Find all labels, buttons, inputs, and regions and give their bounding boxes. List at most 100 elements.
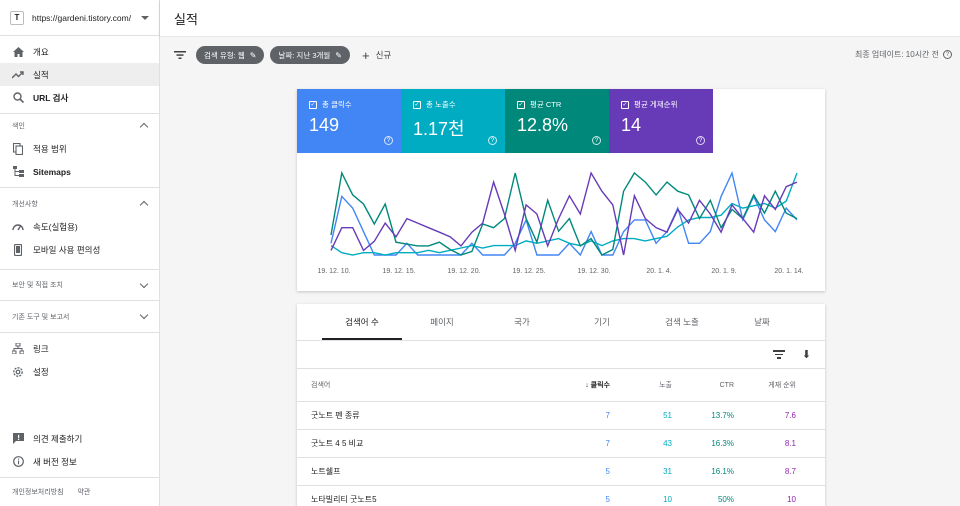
cell-clicks: 5 [605,495,610,504]
series-line-3 [330,171,798,256]
sidebar-item-label: 설정 [33,366,49,377]
checkbox-icon[interactable]: ✓ [413,100,421,109]
table-row[interactable]: 굿노트 4 5 비교 7 43 16.3% 8.1 [297,430,825,458]
section-index-header[interactable]: 색인 [0,114,159,137]
trending-up-icon [12,69,24,81]
search-type-chip-label: 검색 유형: 웹 [204,50,245,60]
tab-5[interactable]: 날짜 [754,317,770,327]
terms-link[interactable]: 약관 [77,489,91,496]
metric-label-row: ✓ 평균 게재순위 [621,99,701,110]
checkbox-icon[interactable]: ✓ [309,100,317,109]
col-clicks[interactable]: ↓ 클릭수 [557,380,610,390]
metric-tile[interactable]: ✓ 총 클릭수 149? [297,89,401,153]
sidebar-item-speed[interactable]: 속도(실험용) [0,215,159,238]
tab-4[interactable]: 검색 노출 [665,317,699,327]
table-row[interactable]: 굿노트 펜 종류 7 51 13.7% 7.6 [297,402,825,430]
sidebar-item-label: 새 버전 정보 [33,456,77,467]
x-tick-label: 19. 12. 15. [382,268,415,275]
section-legacy-title: 기존 도구 및 보고서 [12,313,70,321]
gear-icon [12,366,24,378]
sidebar-item-label: 링크 [33,343,49,354]
cell-query: 노타빌리티 굿노트5 [311,495,377,504]
tab-2[interactable]: 국가 [514,317,530,327]
filter-icon[interactable] [174,50,186,60]
table-header: 검색어 ↓ 클릭수 노출 CTR 게재 순위 [297,369,825,402]
tab-0[interactable]: 검색어 수 [322,304,402,340]
x-tick-label: 19. 12. 30. [577,268,610,275]
table-row[interactable]: 노타빌리티 굿노트5 5 10 50% 10 [297,486,825,506]
table-filter-icon[interactable] [773,350,785,361]
new-filter-label: 신규 [375,50,392,60]
metric-label: 총 클릭수 [322,100,352,109]
table-body: 굿노트 펜 종류 7 51 13.7% 7.6 굿노트 4 5 비교 7 43 16.3% 8.1… [297,402,825,506]
sidebar-item-label: 실적 [33,69,49,80]
last-updated-text: 최종 업데이트: 10시간 전 [854,50,939,59]
x-tick-label: 20. 1. 14. [774,268,803,275]
cell-impressions: 43 [663,439,672,448]
chevron-down-icon [141,15,149,20]
cell-ctr: 16.3% [711,439,734,448]
table-row[interactable]: 노트쉘프 5 31 16.1% 8.7 [297,458,825,486]
privacy-link[interactable]: 개인정보처리방침 [12,489,64,496]
links-icon [12,343,24,355]
main-content: ✓ 총 클릭수 149? ✓ 총 노출수 1.17천? ✓ 평균 CTR 12.8%? ✓ 평균 게… [160,73,960,506]
sidebar-item-links[interactable]: 링크 [0,337,159,360]
pencil-icon: ✎ [249,50,257,60]
new-filter-button[interactable]: + 신규 [362,48,391,63]
metric-tile[interactable]: ✓ 총 노출수 1.17천? [401,89,505,153]
chevron-up-icon [139,122,149,132]
sidebar-item-home[interactable]: 개요 [0,40,159,63]
chart-svg: 19. 12. 10. 19. 12. 15. 19. 12. 20. 19. 12.… [317,170,804,275]
date-range-chip[interactable]: 날짜: 지난 3개월 ✎ [270,46,350,64]
sidebar-item-gear[interactable]: 설정 [0,360,159,383]
help-icon[interactable]: ? [488,136,497,145]
help-icon[interactable]: ? [943,50,952,59]
help-icon[interactable]: ? [592,136,601,145]
phone-icon [12,243,24,256]
sidebar-item-label: 적용 범위 [33,143,67,154]
download-icon[interactable]: ⬇ [801,349,811,361]
section-enhancements-title: 개선사항 [12,200,38,208]
metric-label: 평균 CTR [530,100,562,109]
help-icon[interactable]: ? [696,136,705,145]
cell-query: 굿노트 4 5 비교 [311,439,364,448]
last-updated: 최종 업데이트: 10시간 전 ? [855,49,952,60]
sidebar-item-feedback[interactable]: 의견 제출하기 [0,427,159,450]
section-legacy-header[interactable]: 기존 도구 및 보고서 [0,301,159,332]
sidebar-item-sitemap[interactable]: Sitemaps [0,160,159,183]
cell-clicks: 7 [605,411,610,420]
metric-label: 평균 게재순위 [634,100,678,109]
series-line-0 [330,170,798,257]
property-selector[interactable]: T https://gardeni.tistory.com/ [0,0,159,36]
section-security-title: 보안 및 직접 조치 [12,282,63,289]
tab-1[interactable]: 페이지 [430,317,454,327]
col-query[interactable]: 검색어 [311,382,331,389]
col-impressions[interactable]: 노출 [659,382,672,389]
sidebar-item-info[interactable]: 새 버전 정보 [0,450,159,473]
sidebar-item-label: Sitemaps [33,166,71,177]
x-tick-label: 20. 1. 9. [711,268,736,275]
sidebar-item-trending-up[interactable]: 실적 [0,63,159,86]
checkbox-icon[interactable]: ✓ [621,100,629,109]
tab-3[interactable]: 기기 [594,317,610,327]
section-enhancements-header[interactable]: 개선사항 [0,192,159,215]
sidebar-item-phone[interactable]: 모바일 사용 편의성 [0,238,159,261]
filter-bar: 검색 유형: 웹 ✎ 날짜: 지난 3개월 ✎ + 신규 최종 업데이트: 10… [160,37,960,73]
metric-tile[interactable]: ✓ 평균 게재순위 14? [609,89,713,153]
series-line-1 [330,172,798,256]
cell-query: 굿노트 펜 종류 [311,411,360,420]
sidebar-item-search[interactable]: URL 검사 [0,86,159,109]
metric-tile[interactable]: ✓ 평균 CTR 12.8%? [505,89,609,153]
help-icon[interactable]: ? [384,136,393,145]
section-security-header[interactable]: 보안 및 직접 조치 [0,270,159,300]
performance-card: ✓ 총 클릭수 149? ✓ 총 노출수 1.17천? ✓ 평균 CTR 12.8%? ✓ 평균 게… [297,89,825,291]
sidebar-item-copy[interactable]: 적용 범위 [0,137,159,160]
col-position[interactable]: 게재 순위 [768,382,796,389]
cell-impressions: 51 [663,411,672,420]
checkbox-icon[interactable]: ✓ [517,100,525,109]
search-type-chip[interactable]: 검색 유형: 웹 ✎ [196,46,265,64]
x-tick-label: 20. 1. 4. [646,268,671,275]
plus-icon: + [362,47,370,63]
col-ctr[interactable]: CTR [719,381,734,389]
